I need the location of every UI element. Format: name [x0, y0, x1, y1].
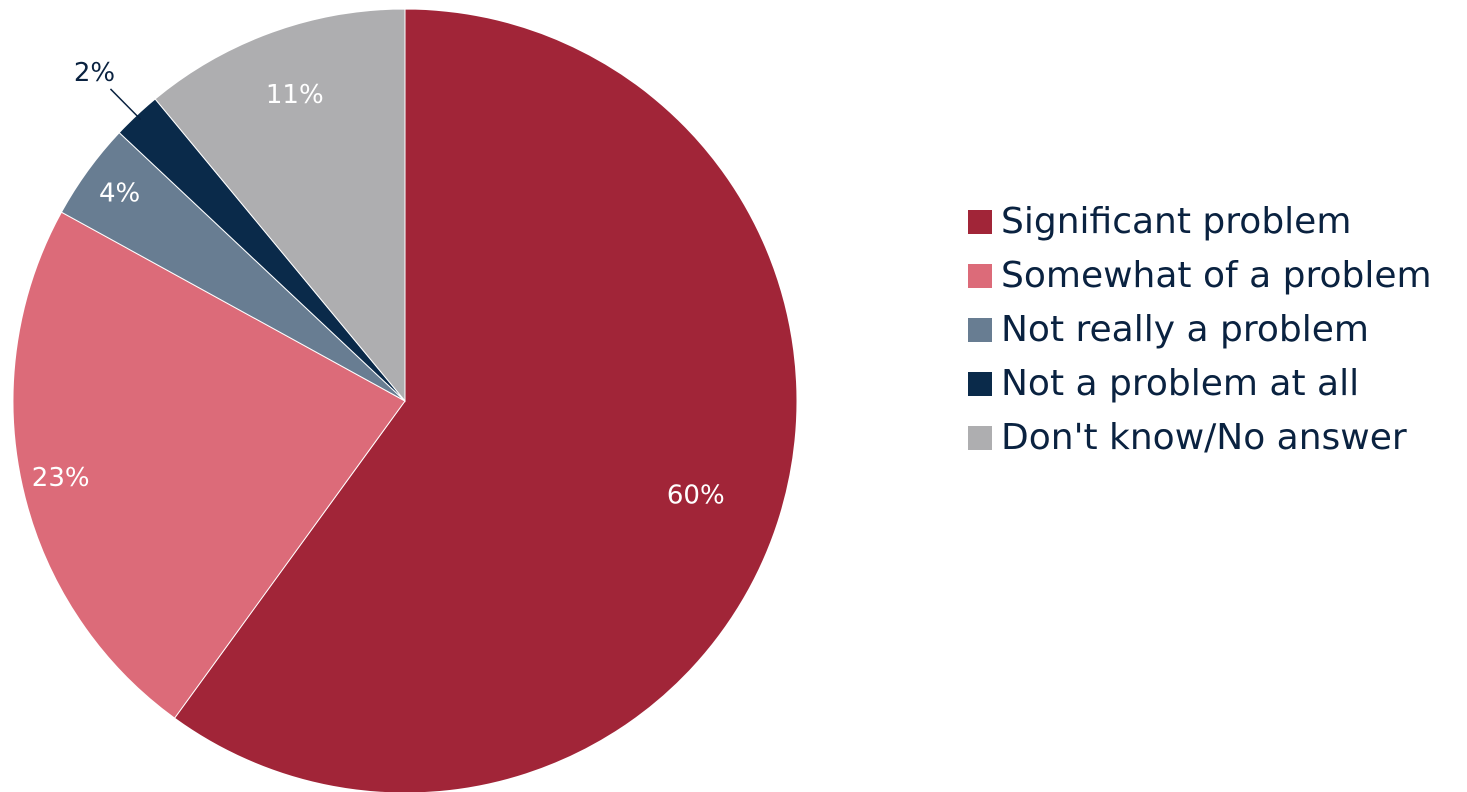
legend-label-not-really-a-problem: Not really a problem: [1001, 309, 1369, 350]
data-label-significant-problem: 60%: [667, 480, 725, 510]
data-label-don-t-know-no-answer: 11%: [266, 80, 324, 110]
legend-label-significant-problem: Significant problem: [1001, 201, 1352, 242]
leader-line-not-a-problem-at-all: [109, 88, 142, 121]
pie-slice-don-t-know-no-answer: [154, 8, 406, 403]
pie-slice-significant-problem: [173, 8, 798, 792]
legend-item-not-a-problem-at-all: Not a problem at all: [968, 357, 1432, 411]
data-label-not-a-problem-at-all: 2%: [74, 58, 115, 88]
legend-item-somewhat-of-a-problem: Somewhat of a problem: [968, 249, 1432, 303]
legend-swatch-significant-problem: [968, 210, 992, 234]
legend-item-don-t-know-no-answer: Don't know/No answer: [968, 411, 1432, 465]
pie-slice-somewhat-of-a-problem: [12, 211, 406, 719]
legend-swatch-somewhat-of-a-problem: [968, 264, 992, 288]
legend-item-significant-problem: Significant problem: [968, 195, 1432, 249]
legend-label-not-a-problem-at-all: Not a problem at all: [1001, 363, 1360, 404]
legend-swatch-not-a-problem-at-all: [968, 372, 992, 396]
data-label-not-really-a-problem: 4%: [99, 179, 140, 209]
data-label-somewhat-of-a-problem: 23%: [32, 463, 90, 493]
legend-label-somewhat-of-a-problem: Somewhat of a problem: [1001, 255, 1432, 296]
legend-item-not-really-a-problem: Not really a problem: [968, 303, 1432, 357]
legend-label-don-t-know-no-answer: Don't know/No answer: [1001, 417, 1407, 458]
legend-swatch-don-t-know-no-answer: [968, 426, 992, 450]
legend-swatch-not-really-a-problem: [968, 318, 992, 342]
chart-legend: Significant problem Somewhat of a problem…: [968, 195, 1432, 465]
